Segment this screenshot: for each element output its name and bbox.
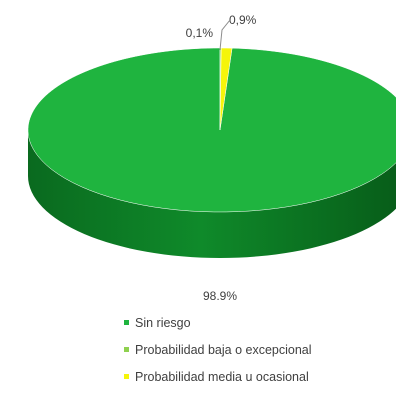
legend-label: Sin riesgo (135, 315, 191, 330)
pie-labels: 98,9% 0,1% 0,9% (186, 13, 257, 300)
legend-swatch (124, 320, 129, 325)
legend-swatch (124, 347, 129, 352)
pie-side-0 (28, 130, 396, 258)
pie-depth (28, 130, 396, 258)
legend-swatch (124, 374, 129, 379)
pie-slice-0 (27, 47, 396, 213)
legend: Sin riesgo Probabilidad baja o excepcion… (124, 313, 312, 394)
data-label-sin-riesgo: 98,9% (203, 289, 237, 300)
data-label-probabilidad-baja: 0,1% (186, 26, 214, 40)
legend-label: Probabilidad media u ocasional (135, 369, 309, 384)
legend-label: Probabilidad baja o excepcional (135, 342, 312, 357)
pie-chart: 98,9% 0,1% 0,9% (27, 13, 396, 300)
legend-item-sin-riesgo: Sin riesgo (124, 313, 312, 332)
legend-item-probabilidad-media: Probabilidad media u ocasional (124, 367, 312, 386)
data-label-probabilidad-media: 0,9% (229, 13, 257, 27)
pie-slice-2 (219, 47, 233, 131)
leader-line (219, 19, 231, 51)
legend-item-probabilidad-baja: Probabilidad baja o excepcional (124, 340, 312, 359)
pie-top (27, 47, 396, 213)
